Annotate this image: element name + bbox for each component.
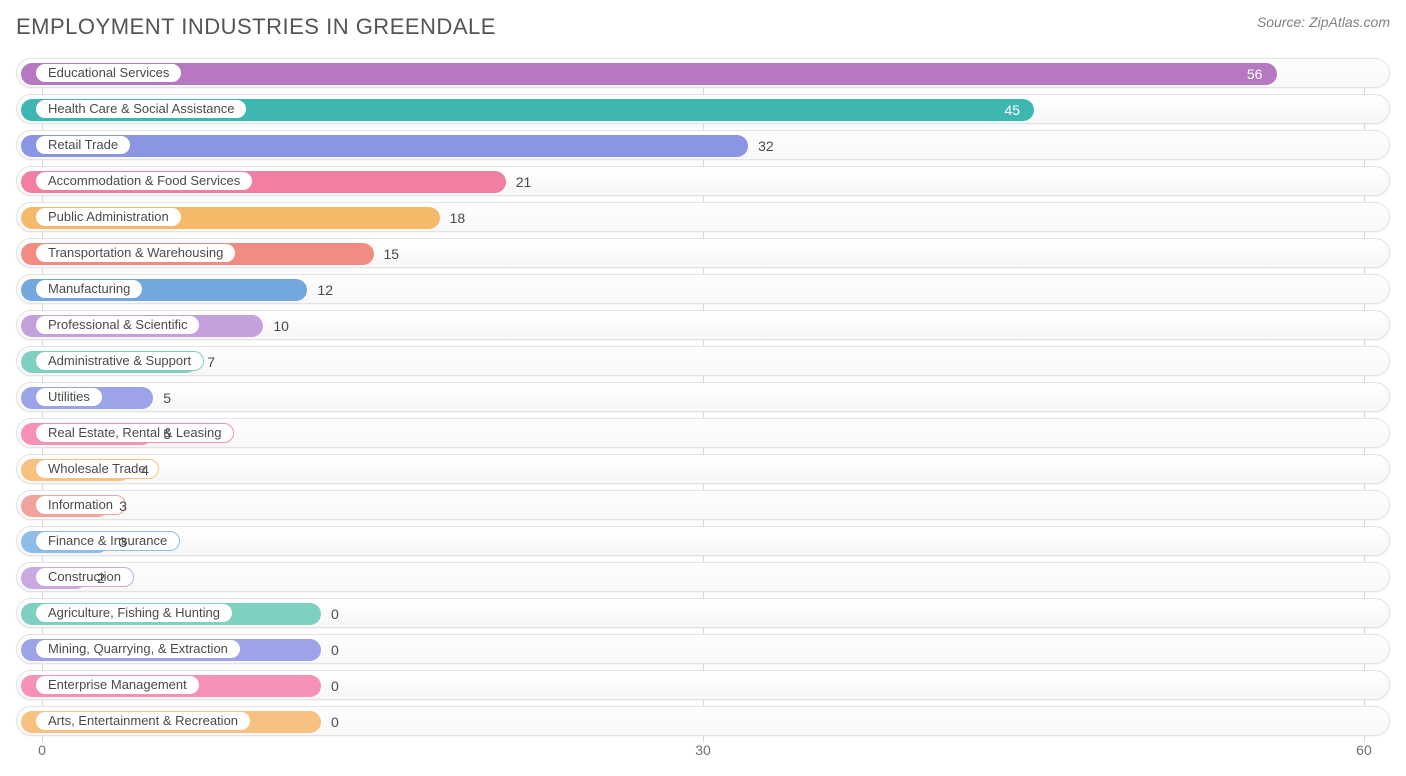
bar-value: 0: [331, 707, 339, 737]
bar-row: Manufacturing 12: [16, 274, 1390, 304]
bar-row: Public Administration 18: [16, 202, 1390, 232]
axis-tick-label: 60: [1356, 742, 1372, 758]
chart-title: EMPLOYMENT INDUSTRIES IN GREENDALE: [16, 14, 496, 40]
bar-value: 4: [141, 455, 149, 485]
bar-label: Educational Services: [35, 63, 182, 83]
bar-label: Administrative & Support: [35, 351, 204, 371]
bar-label: Utilities: [35, 387, 103, 407]
bars-group: Educational Services 56 Health Care & Soci…: [16, 58, 1390, 736]
bar-label: Retail Trade: [35, 135, 131, 155]
bar-value: 5: [163, 419, 171, 449]
chart-header: EMPLOYMENT INDUSTRIES IN GREENDALE Sourc…: [16, 14, 1390, 40]
bar-label: Enterprise Management: [35, 675, 200, 695]
bar-value: 15: [384, 239, 400, 269]
bar-label: Information: [35, 495, 126, 515]
bar-row: Construction2: [16, 562, 1390, 592]
bar-value: 56: [1247, 59, 1379, 89]
bar-row: Real Estate, Rental & Leasing5: [16, 418, 1390, 448]
bar-value: 5: [163, 383, 171, 413]
x-axis: 0 30 60: [16, 742, 1390, 762]
bar-row: Arts, Entertainment & Recreation 0: [16, 706, 1390, 736]
bar-row: Accommodation & Food Services 21: [16, 166, 1390, 196]
bar-value: 0: [331, 635, 339, 665]
bar-label: Public Administration: [35, 207, 182, 227]
bar-label: Wholesale Trade: [35, 459, 159, 479]
bar-label: Construction: [35, 567, 134, 587]
bar-value: 3: [119, 491, 127, 521]
bar-label: Accommodation & Food Services: [35, 171, 253, 191]
bar-value: 45: [1004, 95, 1379, 125]
bar-value: 21: [516, 167, 532, 197]
bar-value: 12: [317, 275, 333, 305]
chart-area: Educational Services 56 Health Care & Soci…: [16, 58, 1390, 758]
bar-label: Agriculture, Fishing & Hunting: [35, 603, 233, 623]
bar-label: Professional & Scientific: [35, 315, 200, 335]
bar-fill: [21, 63, 1277, 85]
bar-value: 3: [119, 527, 127, 557]
bar-label: Health Care & Social Assistance: [35, 99, 247, 119]
bar-row: Professional & Scientific 10: [16, 310, 1390, 340]
chart-source: Source: ZipAtlas.com: [1257, 14, 1390, 30]
bar-value: 32: [758, 131, 774, 161]
axis-tick-label: 0: [38, 742, 46, 758]
bar-row: Administrative & Support7: [16, 346, 1390, 376]
bar-row: Mining, Quarrying, & Extraction 0: [16, 634, 1390, 664]
bar-row: Health Care & Social Assistance 45: [16, 94, 1390, 124]
bar-label: Transportation & Warehousing: [35, 243, 236, 263]
bar-value: 0: [331, 599, 339, 629]
bar-row: Finance & Insurance3: [16, 526, 1390, 556]
bar-label: Real Estate, Rental & Leasing: [35, 423, 234, 443]
bar-label: Mining, Quarrying, & Extraction: [35, 639, 241, 659]
bar-value: 18: [450, 203, 466, 233]
bar-row: Agriculture, Fishing & Hunting 0: [16, 598, 1390, 628]
bar-row: Information3: [16, 490, 1390, 520]
bar-label: Manufacturing: [35, 279, 143, 299]
bar-label: Finance & Insurance: [35, 531, 180, 551]
bar-row: Utilities 5: [16, 382, 1390, 412]
axis-tick-label: 30: [695, 742, 711, 758]
bar-row: Transportation & Warehousing 15: [16, 238, 1390, 268]
chart-container: EMPLOYMENT INDUSTRIES IN GREENDALE Sourc…: [0, 0, 1406, 776]
bar-value: 10: [273, 311, 289, 341]
bar-row: Retail Trade 32: [16, 130, 1390, 160]
bar-value: 7: [207, 347, 215, 377]
bar-row: Enterprise Management 0: [16, 670, 1390, 700]
bar-row: Educational Services 56: [16, 58, 1390, 88]
bar-value: 2: [97, 563, 105, 593]
bar-label: Arts, Entertainment & Recreation: [35, 711, 251, 731]
bar-row: Wholesale Trade4: [16, 454, 1390, 484]
bar-value: 0: [331, 671, 339, 701]
